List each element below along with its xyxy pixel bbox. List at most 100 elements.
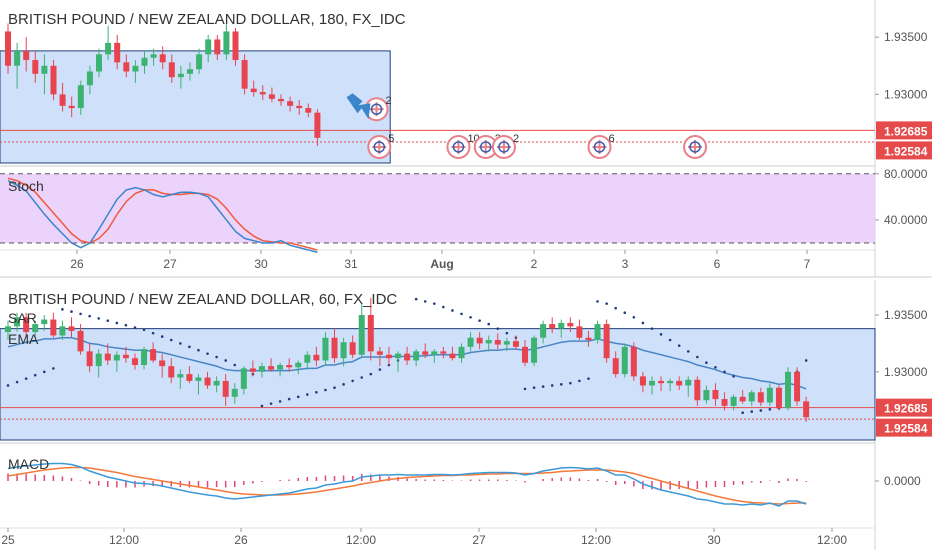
top-candle-body — [141, 57, 148, 66]
event-flag-ring — [480, 141, 492, 153]
sar-dot — [650, 327, 654, 330]
sar-dot — [659, 333, 663, 336]
sar-dot — [24, 377, 28, 380]
event-flag-ring — [498, 141, 510, 153]
bottom-candle-body — [585, 337, 592, 340]
top-candle-body — [196, 54, 203, 70]
top-candle-body — [123, 62, 130, 72]
bottom-candle-body — [286, 365, 293, 368]
bottom-candle-body — [268, 366, 275, 370]
sar-dot — [160, 335, 164, 338]
bottom-candle-body — [277, 365, 284, 370]
sar-dot — [333, 386, 336, 390]
sar-dot — [714, 365, 717, 369]
bottom-candle-body — [549, 324, 556, 329]
stoch-y-tick-label: 80.0000 — [884, 167, 928, 181]
bottom-candle-body — [521, 346, 528, 363]
bottom-candle-body — [213, 380, 220, 386]
sar-dot — [197, 348, 200, 352]
bottom-candle-body — [240, 368, 247, 389]
sar-dot — [523, 387, 527, 391]
bottom-y-tick-label: 1.93500 — [884, 308, 928, 322]
bottom-candle-body — [376, 351, 383, 355]
top-price-tag — [876, 121, 932, 140]
sar-dot — [550, 384, 554, 387]
macd-line — [7, 462, 807, 507]
event-flag-ring — [689, 141, 701, 153]
sar-dot — [224, 359, 227, 362]
macd-label: MACD — [8, 456, 49, 472]
sar-dot — [360, 376, 364, 379]
macd-y-tick-label: 0.0000 — [884, 474, 921, 488]
bottom-candle-body — [794, 371, 801, 402]
top-candle-body — [114, 42, 121, 63]
bottom-candle-body — [512, 341, 519, 347]
sar-dot — [324, 388, 327, 392]
bottom-candle-body — [331, 337, 338, 359]
bottom-candle-body — [295, 362, 302, 368]
bottom-candle-body — [540, 324, 547, 338]
sar-dot — [432, 302, 436, 305]
sar-dot — [569, 381, 572, 385]
top-candle-body — [168, 62, 175, 78]
top-candle-body — [305, 108, 312, 113]
ema-label: EMA — [8, 331, 39, 347]
bottom-candle-body — [150, 349, 157, 361]
top-y-tick-label: 1.93000 — [884, 87, 928, 101]
sar-dot — [705, 361, 708, 365]
x-tick-label-top: 2 — [531, 257, 538, 271]
top-y-tick-label: 1.93500 — [884, 30, 928, 44]
bottom-candle-body — [159, 360, 166, 367]
bottom-candle-body — [104, 353, 111, 361]
bottom-candle-body — [168, 366, 175, 378]
bottom-price-tag — [876, 398, 932, 417]
sar-dot — [296, 395, 300, 399]
bottom-candle-body — [249, 368, 256, 372]
bottom-candle-body — [186, 374, 193, 381]
top-candle-body — [23, 50, 30, 61]
bottom-candle-body — [703, 390, 710, 401]
bottom-candle-body — [803, 401, 810, 418]
event-flag-ring — [370, 103, 383, 115]
sar-dot — [487, 322, 491, 326]
top-price-tag-label: 1.92685 — [884, 124, 928, 138]
top-candle-body — [32, 60, 39, 74]
event-flag-ring — [452, 141, 465, 153]
bottom-candle-body — [413, 351, 420, 361]
bottom-candle-body — [77, 330, 84, 352]
bottom-candle-body — [231, 388, 238, 397]
sar-dot — [115, 321, 119, 325]
sar-dot — [378, 368, 382, 371]
event-count-label: 5 — [388, 133, 394, 145]
sar-dot — [215, 355, 218, 359]
sar-dot — [42, 370, 46, 374]
top-candle-body — [287, 101, 294, 106]
sar-dot — [124, 323, 128, 327]
sar-dot — [88, 314, 91, 318]
stoch-k-line — [7, 180, 318, 253]
sar-dot — [623, 311, 627, 315]
sar-dot — [233, 363, 237, 367]
bottom-candle-body — [503, 341, 510, 345]
bottom-candle-body — [476, 337, 483, 344]
sar-dot — [206, 352, 209, 355]
bottom-candle-body — [340, 342, 347, 359]
x-tick-label-bottom: 27 — [472, 533, 486, 547]
sar-dot — [423, 300, 427, 303]
top-candle-body — [187, 69, 193, 74]
top-candle-body — [41, 65, 48, 74]
stoch-y-tick-label: 40.0000 — [884, 213, 928, 227]
event-flag: 6 — [587, 133, 615, 159]
bottom-candle-body — [739, 396, 746, 402]
top-price-tag-label: 1.92584 — [884, 144, 928, 158]
bottom-price-tag-label: 1.92685 — [884, 402, 928, 416]
x-tick-label-top: Aug — [430, 257, 453, 271]
bottom-candle-body — [431, 351, 438, 355]
sar-dot — [578, 379, 581, 383]
sar-dot — [632, 315, 636, 319]
bottom-candle-body — [748, 392, 755, 402]
x-tick-label-top: 26 — [70, 257, 84, 271]
top-range-box — [0, 50, 391, 164]
